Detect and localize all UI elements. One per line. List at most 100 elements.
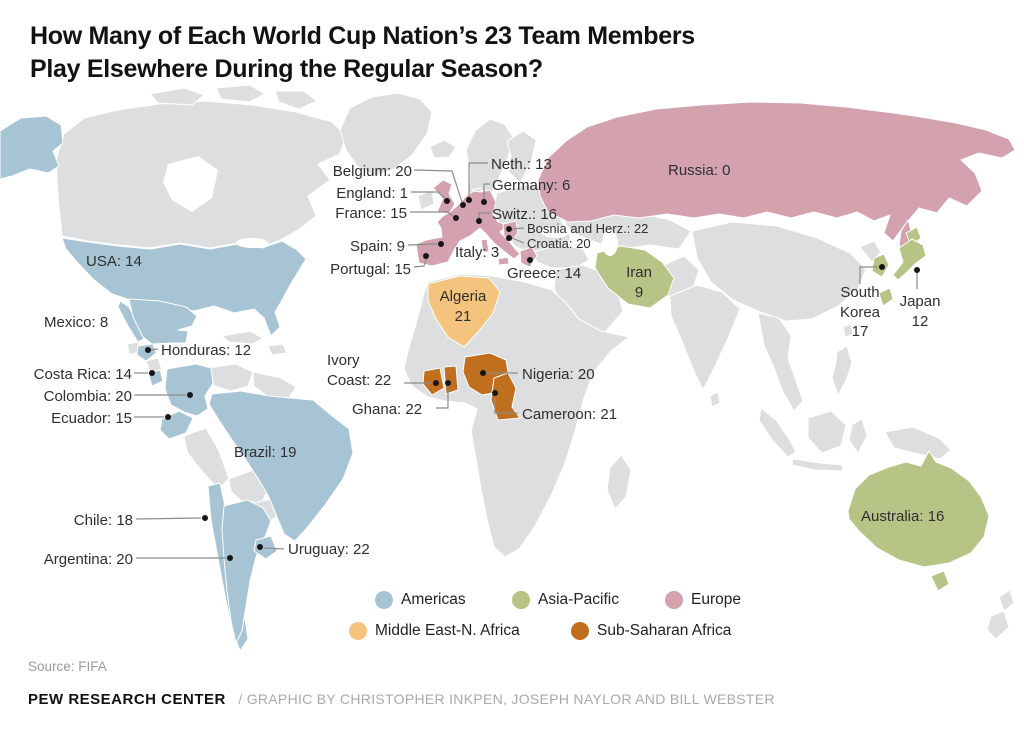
label-marker-dots bbox=[145, 197, 920, 561]
label-switzerland: Switz.: 16 bbox=[492, 206, 558, 223]
map-country-colombia bbox=[164, 363, 214, 417]
label-england: England: 1 bbox=[336, 185, 408, 202]
label-colombia: Colombia: 20 bbox=[43, 388, 132, 405]
label-australia: Australia: 16 bbox=[861, 508, 945, 525]
dot-switzerland bbox=[476, 218, 482, 224]
map-land-new-zealand bbox=[998, 589, 1015, 612]
map-water bbox=[163, 156, 618, 256]
chart-title: How Many of Each World Cup Nation’s 23 T… bbox=[30, 20, 770, 85]
map-country-australia bbox=[847, 450, 990, 568]
label-portugal: Portugal: 15 bbox=[330, 261, 411, 278]
label-leader-lines bbox=[134, 162, 918, 559]
map-land-sri-lanka bbox=[709, 391, 721, 408]
label-greece: Greece: 14 bbox=[507, 265, 582, 282]
map-country-australia-tasmania bbox=[930, 570, 950, 592]
map-country-japan-kyushu bbox=[878, 287, 894, 307]
dot-cameroon bbox=[492, 390, 498, 396]
leader-ghana bbox=[436, 387, 449, 409]
label-russia: Russia: 0 bbox=[668, 162, 731, 179]
label-ecuador: Ecuador: 15 bbox=[51, 410, 132, 427]
leader-belgium bbox=[413, 169, 463, 203]
dot-england bbox=[444, 198, 450, 204]
map-land-china bbox=[691, 221, 867, 322]
map-land-madagascar bbox=[606, 454, 632, 510]
map-country-japan-honshu bbox=[892, 238, 927, 281]
map-region-asia-pacific bbox=[594, 226, 990, 592]
dot-ecuador bbox=[165, 414, 171, 420]
dot-costa-rica bbox=[149, 370, 155, 376]
dot-colombia bbox=[187, 392, 193, 398]
map-country-algeria bbox=[427, 275, 501, 348]
legend-label-americas: Americas bbox=[401, 591, 466, 608]
label-cameroon: Cameroon: 21 bbox=[522, 406, 618, 423]
label-mexico: Mexico: 8 bbox=[44, 314, 109, 331]
legend-item-asia-pacific: Asia-Pacific bbox=[512, 591, 619, 609]
label-argentina: Argentina: 20 bbox=[43, 551, 133, 568]
label-italy: Italy: 3 bbox=[455, 244, 500, 261]
label-netherlands: Neth.: 13 bbox=[491, 156, 552, 173]
label-usa: USA: 14 bbox=[86, 253, 142, 270]
dot-south-korea bbox=[879, 264, 885, 270]
legend-swatch-asia-pacific bbox=[512, 591, 530, 609]
map-land-hispaniola bbox=[267, 343, 288, 356]
label-algeria: Algeria 21 bbox=[439, 288, 487, 325]
footer-brand: PEW RESEARCH CENTER bbox=[28, 691, 226, 708]
leader-chile bbox=[135, 517, 202, 520]
leader-germany bbox=[483, 183, 490, 199]
map-land-sulawesi bbox=[848, 418, 868, 454]
map-country-brazil bbox=[208, 390, 354, 542]
label-brazil: Brazil: 19 bbox=[234, 444, 297, 461]
map-country-russia bbox=[537, 101, 1016, 242]
map-land-cuba bbox=[221, 330, 264, 345]
dot-ghana bbox=[445, 380, 451, 386]
label-germany: Germany: 6 bbox=[492, 177, 571, 194]
legend-swatch-middle-east-n-africa bbox=[349, 622, 367, 640]
map-country-united-kingdom bbox=[432, 179, 456, 215]
map-land-taiwan bbox=[842, 323, 854, 338]
map-country-usa-alaska bbox=[0, 115, 64, 180]
map-land-finland bbox=[506, 130, 537, 184]
label-ivory-coast: Ivory Coast: 22 bbox=[327, 352, 392, 389]
leader-france bbox=[410, 211, 455, 218]
map-country-italy-sicily bbox=[497, 256, 510, 266]
footer-credit: / GRAPHIC BY CHRISTOPHER INKPEN, JOSEPH … bbox=[238, 691, 775, 707]
legend-label-asia-pacific: Asia-Pacific bbox=[538, 591, 619, 608]
label-honduras: Honduras: 12 bbox=[161, 342, 252, 359]
map-land-borneo bbox=[807, 410, 847, 454]
leader-portugal bbox=[413, 258, 427, 268]
chart-title-line2: Play Elsewhere During the Regular Season… bbox=[30, 54, 543, 83]
legend-item-americas: Americas bbox=[375, 591, 466, 609]
leader-spain bbox=[407, 243, 438, 246]
map-region-europe bbox=[415, 101, 1016, 268]
footer: PEW RESEARCH CENTER / GRAPHIC BY CHRISTO… bbox=[28, 691, 775, 709]
label-spain: Spain: 9 bbox=[349, 238, 405, 255]
dot-argentina bbox=[227, 555, 233, 561]
dot-bosnia bbox=[506, 226, 512, 232]
label-ghana: Ghana: 22 bbox=[352, 401, 423, 418]
map-country-iran bbox=[594, 245, 675, 309]
map-land-north-korea bbox=[859, 240, 882, 263]
map-country-mexico bbox=[128, 298, 198, 345]
label-bosnia: Bosnia and Herz.: 22 bbox=[527, 221, 649, 236]
leader-croatia bbox=[511, 237, 525, 244]
map-land-iceland bbox=[429, 139, 457, 159]
map-water-black-sea bbox=[541, 226, 569, 238]
leader-uruguay bbox=[263, 547, 285, 550]
map-country-ghana bbox=[443, 365, 459, 395]
map-region-mena bbox=[427, 275, 501, 348]
dot-ivory-coast bbox=[433, 380, 439, 386]
legend-swatch-americas bbox=[375, 591, 393, 609]
dot-portugal bbox=[423, 253, 429, 259]
map-water-hudson-bay bbox=[163, 156, 218, 212]
map-water-caspian-sea bbox=[602, 230, 618, 256]
map-land-arctic-island bbox=[149, 87, 205, 106]
label-iran: Iran 9 bbox=[626, 264, 652, 301]
map-land-new-guinea bbox=[884, 426, 952, 460]
label-france: France: 15 bbox=[335, 205, 407, 222]
map-land-new-zealand bbox=[986, 610, 1010, 640]
label-japan: Japan 12 bbox=[899, 293, 941, 330]
leader-switzerland bbox=[478, 212, 490, 218]
dot-nigeria bbox=[480, 370, 486, 376]
